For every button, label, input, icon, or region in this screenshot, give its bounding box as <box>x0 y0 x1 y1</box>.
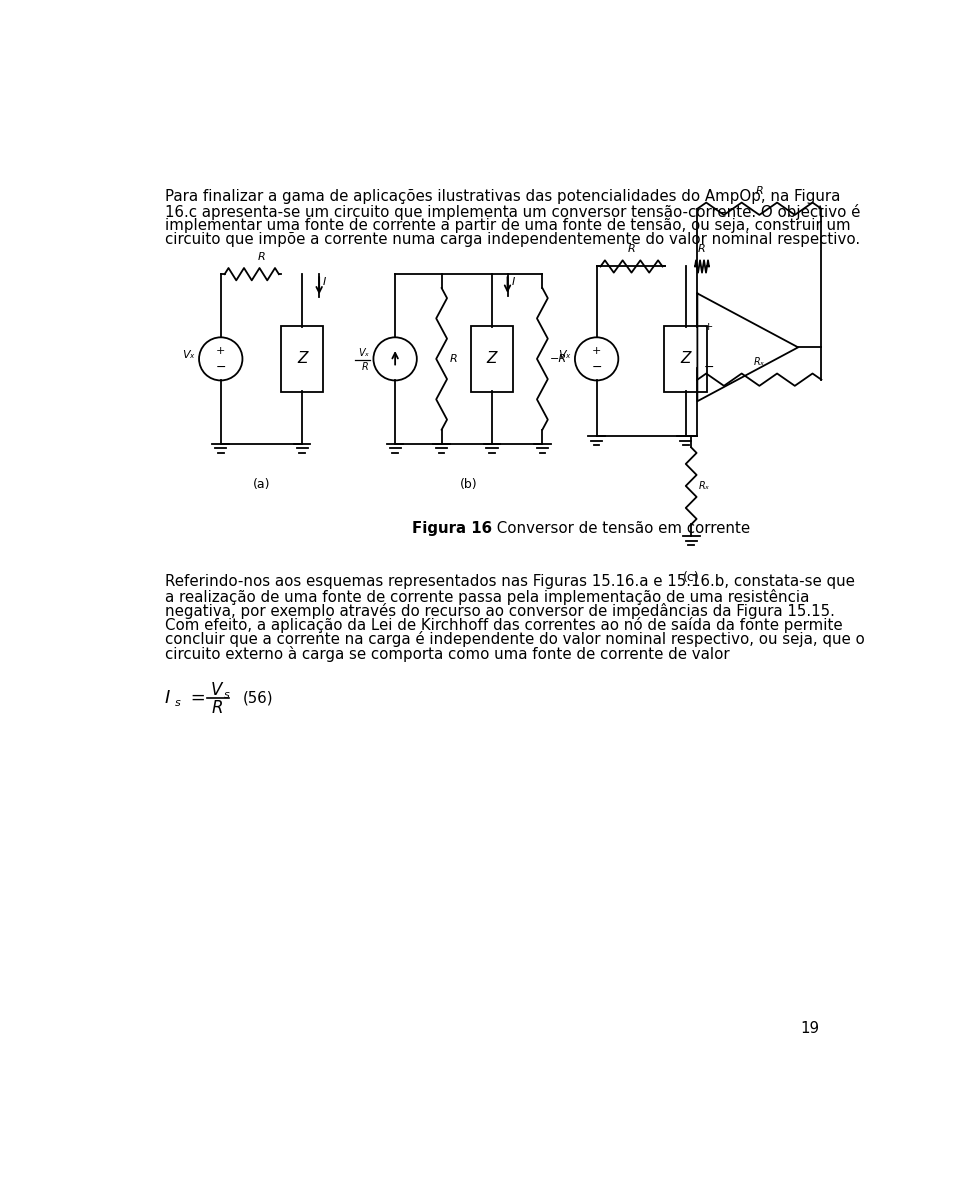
Circle shape <box>575 338 618 381</box>
Text: s: s <box>224 690 229 700</box>
Text: +: + <box>216 346 226 356</box>
Circle shape <box>199 338 243 381</box>
Text: (b): (b) <box>460 479 477 491</box>
Text: I: I <box>324 277 326 287</box>
Text: circuito externo à carga se comporta como uma fonte de corrente de valor: circuito externo à carga se comporta com… <box>165 646 730 661</box>
Text: R: R <box>628 244 636 254</box>
Bar <box>664 326 708 392</box>
Text: Para finalizar a gama de aplicações ilustrativas das potencialidades do AmpOp, n: Para finalizar a gama de aplicações ilus… <box>165 190 840 204</box>
Text: 19: 19 <box>800 1022 819 1036</box>
Text: Conversor de tensão em corrente: Conversor de tensão em corrente <box>492 521 750 536</box>
Text: R: R <box>212 700 224 718</box>
Text: +: + <box>592 346 601 356</box>
Text: Vₓ: Vₓ <box>358 347 369 358</box>
Text: Vₓ: Vₓ <box>559 350 571 361</box>
Text: (a): (a) <box>252 479 270 491</box>
Text: Rₓ: Rₓ <box>754 357 765 368</box>
Text: R: R <box>756 186 763 196</box>
Bar <box>281 326 324 392</box>
Text: −: − <box>591 361 602 374</box>
Text: Rₓ: Rₓ <box>699 481 710 491</box>
Text: −: − <box>215 361 226 374</box>
Text: I: I <box>512 277 515 287</box>
Text: (c): (c) <box>683 571 700 584</box>
Text: −: − <box>704 362 714 374</box>
Text: Vₓ: Vₓ <box>182 350 195 361</box>
Text: −R: −R <box>550 353 567 364</box>
Text: V: V <box>210 681 222 698</box>
Text: Z: Z <box>297 351 307 367</box>
Text: circuito que impõe a corrente numa carga independentemente do valor nominal resp: circuito que impõe a corrente numa carga… <box>165 232 860 247</box>
Text: Figura 16: Figura 16 <box>412 521 492 536</box>
Text: R: R <box>362 362 369 371</box>
Text: 16.c apresenta-se um circuito que implementa um conversor tensão-corrente. O obj: 16.c apresenta-se um circuito que implem… <box>165 204 860 220</box>
Text: Referindo-nos aos esquemas representados nas Figuras 15.16.a e 15.16.b, constata: Referindo-nos aos esquemas representados… <box>165 574 854 590</box>
Text: negativa, por exemplo através do recurso ao conversor de impedâncias da Figura 1: negativa, por exemplo através do recurso… <box>165 603 835 618</box>
Text: I: I <box>165 689 170 708</box>
Text: (56): (56) <box>243 691 273 706</box>
Text: Z: Z <box>487 351 497 367</box>
Text: s: s <box>175 698 180 708</box>
Text: =: = <box>185 689 205 708</box>
Text: concluir que a corrente na carga é independente do valor nominal respectivo, ou : concluir que a corrente na carga é indep… <box>165 632 865 647</box>
Text: R: R <box>257 252 265 261</box>
Text: Com efeito, a aplicação da Lei de Kirchhoff das correntes ao nó de saída da font: Com efeito, a aplicação da Lei de Kirchh… <box>165 617 843 633</box>
Text: R: R <box>698 244 706 254</box>
Text: implementar uma fonte de corrente a partir de uma fonte de tensão, ou seja, cons: implementar uma fonte de corrente a part… <box>165 219 851 233</box>
Bar <box>470 326 514 392</box>
Circle shape <box>373 338 417 381</box>
Text: a realização de uma fonte de corrente passa pela implementação de uma resistênci: a realização de uma fonte de corrente pa… <box>165 589 809 604</box>
Text: +: + <box>704 322 713 332</box>
Text: R: R <box>449 353 457 364</box>
Text: Z: Z <box>681 351 691 367</box>
